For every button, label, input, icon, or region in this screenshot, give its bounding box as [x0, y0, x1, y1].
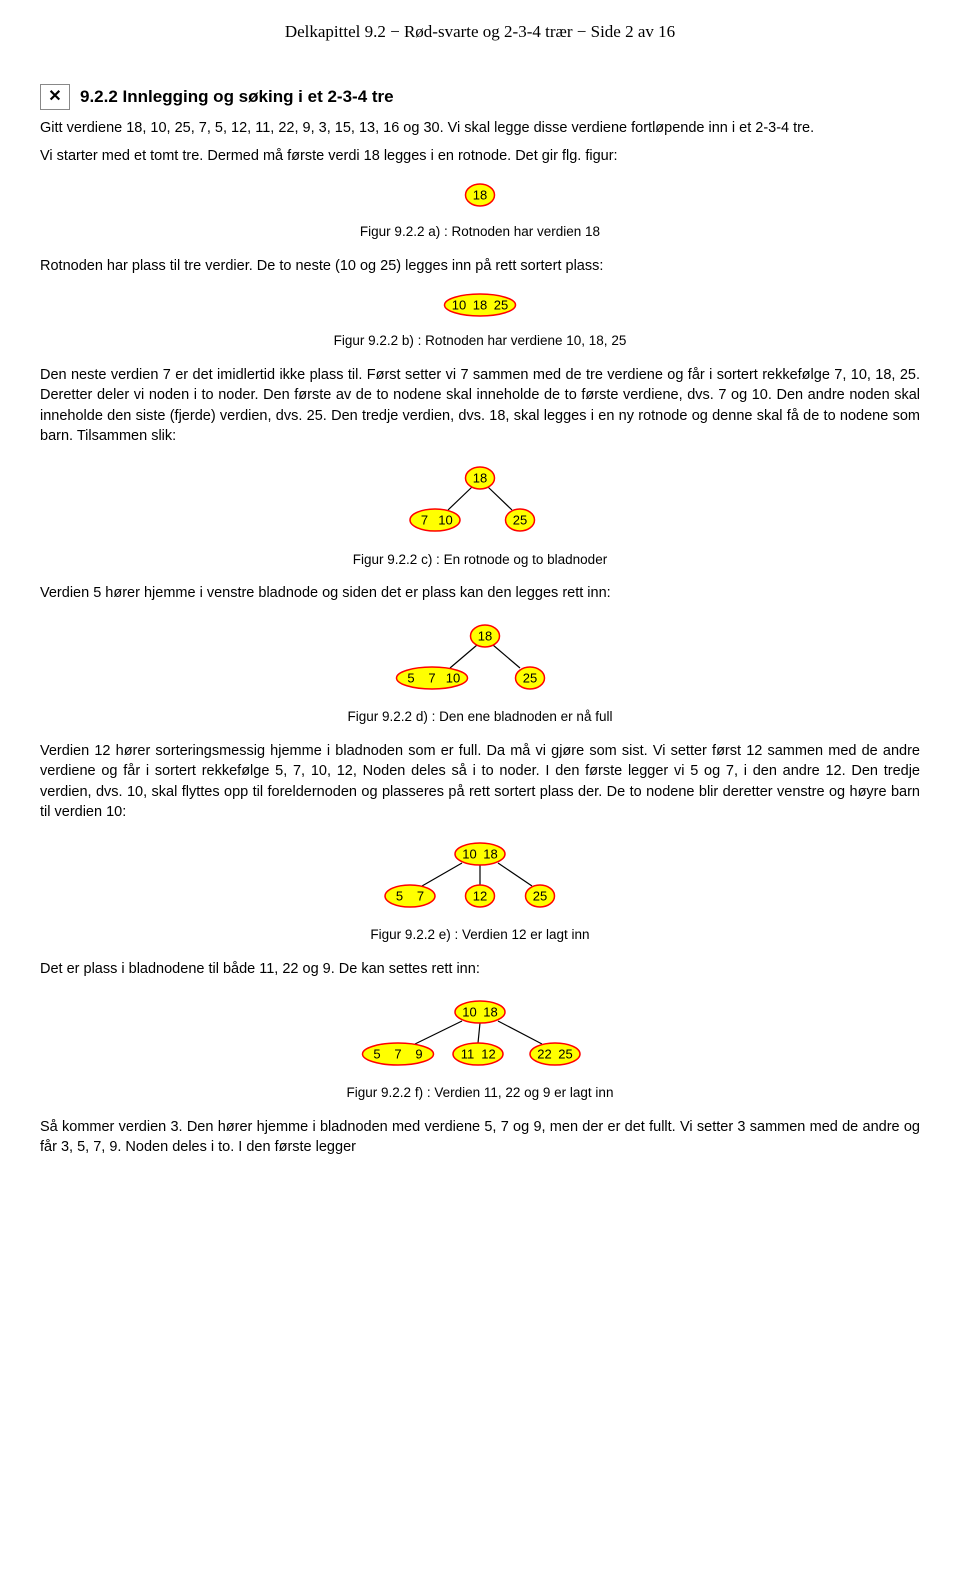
svg-text:5: 5 [373, 1046, 380, 1061]
figure-caption: Figur 9.2.2 e) : Verdien 12 er lagt inn [40, 926, 920, 945]
figure-caption: Figur 9.2.2 b) : Rotnoden har verdiene 1… [40, 332, 920, 351]
tree-node: 22 25 [530, 1043, 580, 1065]
figure-b: 10 18 25 [40, 290, 920, 326]
svg-text:18: 18 [478, 628, 492, 643]
tree-svg: 18 57 10 25 [390, 618, 570, 696]
header-title: Rød-svarte og 2-3-4 trær [404, 22, 573, 41]
tree-node: 57 10 [397, 667, 468, 689]
body-paragraph: Rotnoden har plass til tre verdier. De t… [40, 256, 920, 276]
svg-text:25: 25 [558, 1046, 572, 1061]
close-icon: ✕ [40, 84, 70, 110]
svg-text:25: 25 [494, 297, 508, 312]
tree-node: 57 [385, 885, 435, 907]
tree-node: 18 [471, 625, 500, 647]
svg-text:9: 9 [415, 1046, 422, 1061]
svg-text:25: 25 [513, 513, 527, 528]
section-heading-row: ✕ 9.2.2 Innlegging og søking i et 2-3-4 … [40, 84, 920, 110]
tree-svg: 10 18 579 11 12 22 25 [360, 994, 600, 1072]
svg-text:10: 10 [438, 513, 452, 528]
body-paragraph: Verdien 5 hører hjemme i venstre bladnod… [40, 583, 920, 603]
svg-text:10: 10 [462, 847, 476, 862]
page-header: Delkapittel 9.2 − Rød-svarte og 2-3-4 tr… [40, 20, 920, 44]
tree-node: 18 [466, 184, 495, 206]
tree-svg: 18 7 10 25 [400, 460, 560, 538]
tree-node: 25 [516, 667, 545, 689]
body-paragraph: Gitt verdiene 18, 10, 25, 7, 5, 12, 11, … [40, 118, 920, 138]
svg-text:7: 7 [394, 1046, 401, 1061]
header-dash: − [573, 22, 591, 41]
svg-text:12: 12 [481, 1046, 495, 1061]
figure-f: 10 18 579 11 12 22 25 [40, 994, 920, 1078]
tree-node: 11 12 [453, 1043, 503, 1065]
body-paragraph: Vi starter med et tomt tre. Dermed må fø… [40, 146, 920, 166]
svg-text:25: 25 [533, 889, 547, 904]
svg-text:11: 11 [461, 1046, 475, 1061]
body-paragraph: Så kommer verdien 3. Den hører hjemme i … [40, 1117, 920, 1158]
svg-text:7: 7 [421, 513, 428, 528]
body-paragraph: Verdien 12 hører sorteringsmessig hjemme… [40, 741, 920, 822]
header-chapter: Delkapittel 9.2 [285, 22, 386, 41]
figure-c: 18 7 10 25 [40, 460, 920, 544]
svg-text:12: 12 [473, 889, 487, 904]
body-paragraph: Det er plass i bladnodene til både 11, 2… [40, 959, 920, 979]
svg-text:7: 7 [428, 670, 435, 685]
header-page: Side 2 av 16 [591, 22, 676, 41]
svg-text:5: 5 [407, 670, 414, 685]
tree-svg: 18 [460, 180, 500, 210]
svg-text:18: 18 [473, 188, 487, 203]
figure-e: 10 18 57 12 25 [40, 836, 920, 920]
svg-text:10: 10 [446, 670, 460, 685]
figure-caption: Figur 9.2.2 a) : Rotnoden har verdien 18 [40, 223, 920, 242]
tree-svg: 10 18 25 [435, 290, 525, 320]
figure-a: 18 [40, 180, 920, 216]
header-dash: − [386, 22, 404, 41]
tree-node: 7 10 [410, 509, 460, 531]
svg-text:7: 7 [417, 889, 424, 904]
tree-node: 12 [466, 885, 495, 907]
svg-text:18: 18 [483, 847, 497, 862]
tree-node: 18 [466, 467, 495, 489]
figure-caption: Figur 9.2.2 c) : En rotnode og to bladno… [40, 551, 920, 570]
svg-text:5: 5 [396, 889, 403, 904]
svg-text:25: 25 [523, 670, 537, 685]
tree-node: 10 18 [455, 1001, 505, 1023]
svg-text:10: 10 [462, 1004, 476, 1019]
figure-d: 18 57 10 25 [40, 618, 920, 702]
svg-text:18: 18 [473, 471, 487, 486]
tree-node: 25 [506, 509, 535, 531]
tree-svg: 10 18 57 12 25 [380, 836, 580, 914]
svg-text:10: 10 [452, 297, 466, 312]
tree-node: 10 18 25 [445, 294, 516, 316]
svg-text:18: 18 [483, 1004, 497, 1019]
tree-node: 25 [526, 885, 555, 907]
section-heading: 9.2.2 Innlegging og søking i et 2-3-4 tr… [80, 85, 394, 109]
figure-caption: Figur 9.2.2 f) : Verdien 11, 22 og 9 er … [40, 1084, 920, 1103]
svg-text:22: 22 [537, 1046, 551, 1061]
figure-caption: Figur 9.2.2 d) : Den ene bladnoden er nå… [40, 708, 920, 727]
svg-text:18: 18 [473, 297, 487, 312]
tree-node: 579 [363, 1043, 434, 1065]
tree-node: 10 18 [455, 843, 505, 865]
body-paragraph: Den neste verdien 7 er det imidlertid ik… [40, 365, 920, 446]
